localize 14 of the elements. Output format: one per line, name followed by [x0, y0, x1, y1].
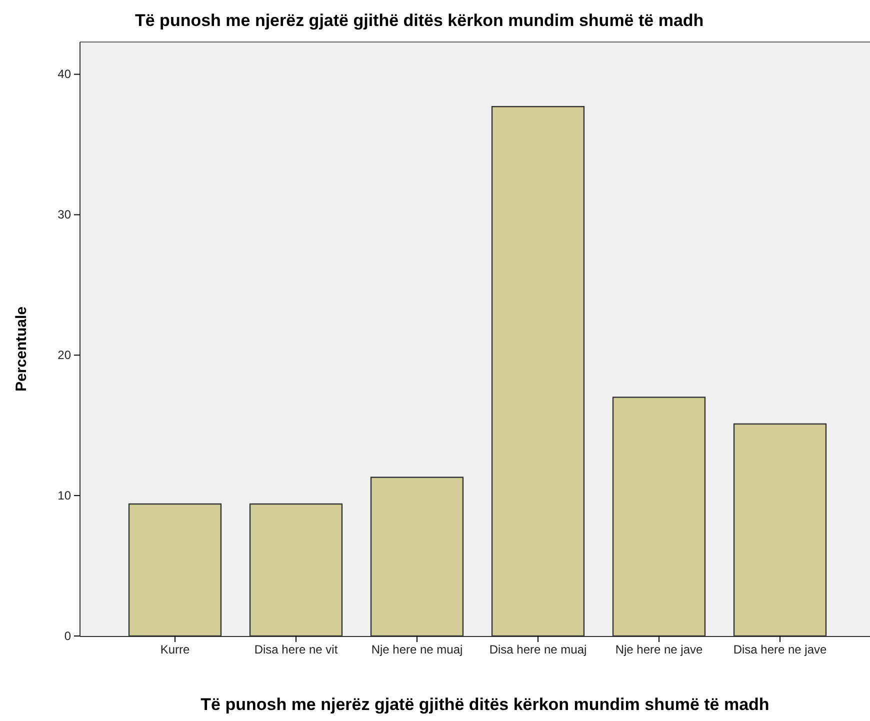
y-tick-label: 0: [64, 628, 72, 643]
x-tick-label: Disa here ne vit: [254, 642, 338, 657]
x-tick-label: Disa here ne jave: [733, 642, 828, 657]
y-tick-label: 20: [58, 348, 72, 362]
x-tick-label: Nje here ne jave: [615, 642, 704, 657]
x-tick-label: Disa here ne muaj: [489, 642, 587, 657]
y-tick-label: 40: [58, 67, 72, 82]
y-tick-label: 10: [58, 488, 72, 502]
y-tick-label: 30: [58, 208, 72, 222]
x-tick-label: Nje here ne muaj: [371, 642, 463, 657]
chart-title: Të punosh me njerëz gjatë gjithë ditës kërkon mundim shumë të madh: [135, 11, 704, 30]
x-axis-title: Të punosh me njerëz gjatë gjithë ditës kërkon mundim shumë të madh: [200, 695, 770, 714]
y-axis-title: Percentuale: [13, 306, 30, 392]
x-tick-label: Kurre: [160, 642, 190, 657]
